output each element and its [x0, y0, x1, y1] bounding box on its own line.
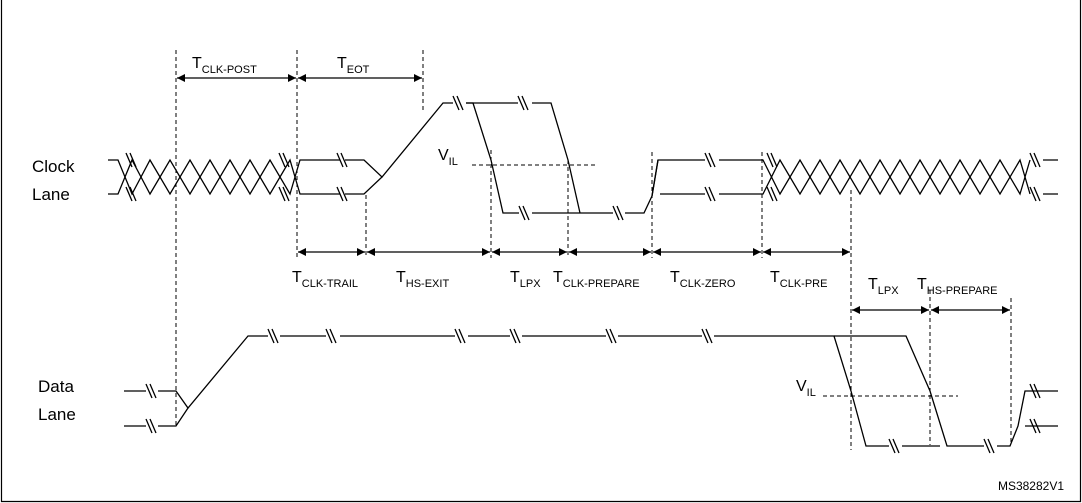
clock-lane-label-line2: Lane — [32, 185, 70, 204]
t-clk-zero-label: TCLK-ZERO — [670, 269, 736, 290]
t-lpx-label: TLPX — [510, 269, 541, 290]
clock-lane-waveform — [108, 95, 1058, 221]
t-eot-label: TEOT — [337, 55, 370, 76]
reference-lines — [175, 50, 1012, 450]
t-clk-pre-label: TCLK-PRE — [770, 269, 827, 290]
t-clk-prepare-label: TCLK-PREPARE — [553, 269, 640, 290]
data-lane-waveform — [124, 328, 1058, 454]
clock-lane-label-line1: Clock — [32, 157, 75, 176]
t-hs-exit-label: THS-EXIT — [396, 269, 449, 290]
t-lpx-2-label: TLPX — [868, 276, 899, 297]
vil-data-label: VIL — [796, 378, 816, 399]
t-clk-trail-label: TCLK-TRAIL — [292, 269, 358, 290]
timing-arrows — [177, 74, 1010, 314]
figure-id: MS38282V1 — [998, 479, 1064, 493]
vil-clock-label: VIL — [438, 147, 458, 168]
data-lane-label-line2: Lane — [38, 405, 76, 424]
data-lane-label-line1: Data — [38, 377, 74, 396]
t-hs-prepare-label: THS-PREPARE — [917, 276, 997, 297]
t-clk-post-label: TCLK-POST — [192, 55, 257, 76]
